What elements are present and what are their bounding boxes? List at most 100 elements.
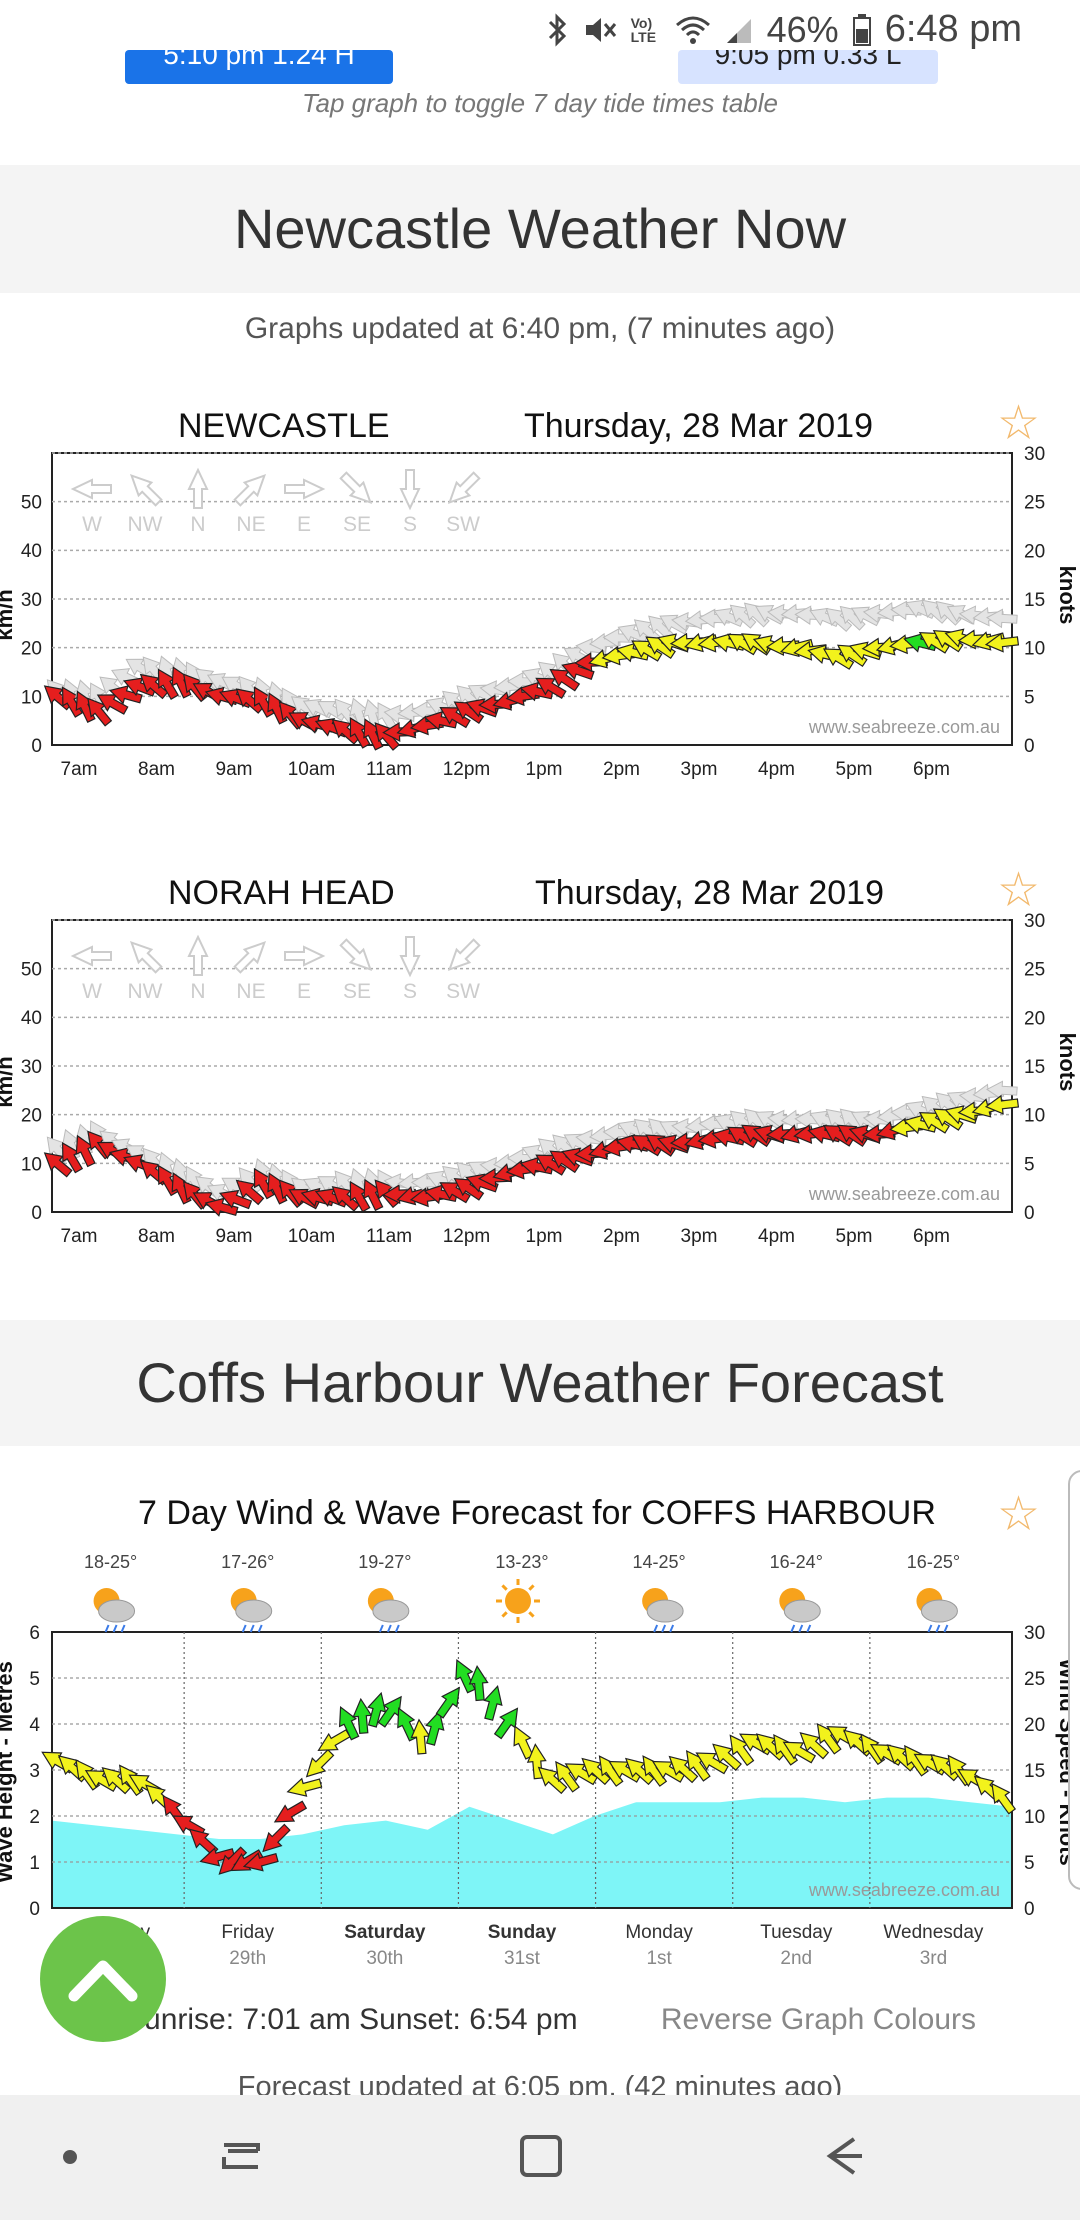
forecast-wind-arrow	[555, 1760, 580, 1793]
coffs-forecast-chart[interactable]: 7 Day Wind & Wave Forecast for COFFS HAR…	[0, 1470, 1080, 1970]
day-name-label: Tuesday	[760, 1922, 833, 1943]
forecast-wind-arrow	[218, 1846, 248, 1875]
knots-tick-label: 30	[1024, 444, 1045, 465]
compass-label: S	[403, 980, 417, 1003]
day-temperature: 14-25°	[633, 1552, 686, 1572]
rain-cloud-icon	[642, 1588, 684, 1633]
compass-label: E	[297, 980, 311, 1003]
wind-arrow	[549, 668, 581, 692]
compass-arrow	[284, 478, 326, 500]
compass-label: NE	[236, 513, 265, 536]
time-tick-label: 4pm	[758, 759, 795, 780]
gust-arrow	[602, 628, 635, 648]
kmh-tick-label: 0	[31, 736, 42, 757]
forecast-wind-arrow	[624, 1757, 655, 1786]
metres-tick-label: 6	[29, 1623, 40, 1644]
forecast-wind-arrow	[651, 1760, 686, 1783]
metres-tick-label: 5	[29, 1669, 40, 1690]
forecast-wind-arrow	[397, 1707, 418, 1742]
compass-label: N	[190, 513, 205, 536]
compass-arrow	[339, 938, 373, 972]
nav-dot-icon[interactable]	[62, 2149, 78, 2170]
wind-arrow	[218, 1189, 253, 1210]
cloud-shape	[783, 1599, 821, 1623]
recent-apps-icon[interactable]	[218, 2133, 264, 2184]
tide-time-button-low[interactable]: 9:05 pm 0.33 L	[678, 50, 938, 84]
favorite-star-icon[interactable]: ☆	[996, 864, 1040, 917]
favorite-star-icon[interactable]: ☆	[996, 1488, 1040, 1541]
forecast-wind-arrow	[513, 1725, 534, 1760]
sun-ray	[501, 1584, 508, 1591]
kmh-tick-label: 30	[21, 590, 42, 611]
compass-label: NW	[128, 980, 163, 1003]
forecast-wind-arrow	[317, 1729, 351, 1751]
favorite-star-icon[interactable]: ☆	[996, 397, 1040, 450]
kmh-tick-label: 10	[21, 1154, 42, 1175]
forecast-wind-arrow	[712, 1743, 742, 1771]
wind-arrow	[96, 694, 129, 715]
y-axis-label-right: knots	[1055, 566, 1080, 625]
time-tick-label: 10am	[288, 759, 336, 780]
knots-tick-label: 10	[1024, 1106, 1045, 1127]
wind-arrow	[235, 1179, 265, 1206]
chevron-up-icon	[68, 1960, 138, 2002]
forecast-wind-arrow	[782, 1741, 817, 1764]
norah-head-wind-chart[interactable]: NORAH HEAD Thursday, 28 Mar 2019 ☆ 0 5 10 1…	[0, 862, 1080, 1262]
forecast-title: 7 Day Wind & Wave Forecast for COFFS HAR…	[138, 1494, 936, 1532]
forecast-wind-arrow	[242, 1852, 279, 1872]
time-tick-label: 7am	[61, 1226, 98, 1247]
forecast-wind-arrow	[493, 1707, 519, 1740]
wind-arrow	[139, 673, 169, 700]
knots-tick-label: 0	[1024, 1203, 1035, 1224]
chart-date: Thursday, 28 Mar 2019	[524, 407, 873, 445]
gust-arrow	[729, 604, 757, 629]
forecast-wind-arrow	[685, 1749, 711, 1782]
wind-arrow	[918, 1112, 951, 1134]
knots-tick-label: 10	[1024, 639, 1045, 660]
day-date-label: 30th	[366, 1948, 403, 1969]
forecast-wind-arrow	[262, 1823, 291, 1853]
wind-arrow	[331, 1185, 361, 1212]
forecast-wind-arrow	[101, 1766, 132, 1795]
forecast-wind-arrow	[537, 1766, 568, 1795]
battery-level: 46%	[766, 8, 839, 50]
home-icon[interactable]	[518, 2133, 564, 2184]
day-temperature: 16-24°	[770, 1552, 823, 1572]
time-tick-label: 2pm	[603, 1226, 640, 1247]
wind-arrow	[439, 1182, 471, 1204]
edge-panel-handle[interactable]	[1068, 1470, 1080, 1890]
forecast-wind-arrow	[273, 1800, 308, 1823]
day-temperature: 19-27°	[358, 1552, 411, 1572]
compass-arrow	[447, 938, 481, 972]
forecast-wind-arrow	[367, 1691, 387, 1728]
y-axis-label-left: Wave Height - Metres	[0, 1661, 17, 1883]
watermark: www.seabreeze.com.au	[808, 1880, 1000, 1900]
knots-tick-label: 25	[1024, 960, 1045, 981]
time-tick-label: 8am	[138, 759, 175, 780]
forecast-wind-arrow	[286, 1777, 323, 1797]
clock: 6:48 pm	[884, 8, 1022, 50]
tide-toggle-hint: Tap graph to toggle 7 day tide times tab…	[301, 88, 779, 118]
rain-drops	[790, 1624, 812, 1633]
y-axis-label-right: knots	[1055, 1033, 1080, 1092]
chart-date: Thursday, 28 Mar 2019	[535, 874, 884, 912]
newcastle-wind-chart[interactable]: NEWCASTLE Thursday, 28 Mar 2019 ☆ 0 5 10 15…	[0, 395, 1080, 795]
rain-cloud-icon	[230, 1588, 273, 1633]
day-name-label: Saturday	[344, 1922, 426, 1943]
cloud-shape	[646, 1599, 684, 1623]
compass-arrow	[187, 934, 209, 976]
sun-disc	[505, 1588, 531, 1614]
compass-arrow	[284, 945, 326, 967]
time-tick-label: 9am	[216, 1226, 253, 1247]
reverse-graph-colours-link[interactable]: Reverse Graph Colours	[660, 2003, 976, 2036]
forecast-plot: 0 1 2 3 4 5 6 0 5 10 15 20 25 30 Wave Height - Metres W…	[0, 1552, 1080, 1969]
cloud-shape	[372, 1599, 410, 1623]
scroll-to-top-button[interactable]	[40, 1916, 166, 2042]
back-icon[interactable]	[820, 2133, 866, 2184]
day-name-label: Friday	[221, 1922, 274, 1943]
mute-icon	[583, 13, 617, 47]
wind-plot: 0 5 10 15 20 25 30 0 10 20 30 40 50 km/h knots W NW N NE E S…	[0, 444, 1080, 780]
storm-cloud-icon	[367, 1588, 410, 1633]
knots-tick-label: 25	[1024, 493, 1045, 514]
tide-time-button-high[interactable]: 5:10 pm 1.24 H	[125, 50, 393, 84]
